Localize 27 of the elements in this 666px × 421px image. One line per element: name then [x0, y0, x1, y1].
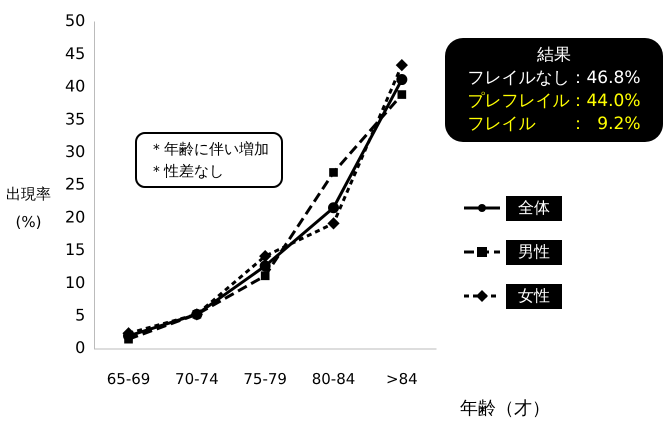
y-tick-label: 40 [65, 76, 86, 96]
y-tick-label: 5 [75, 305, 86, 324]
y-tick-label: 20 [65, 207, 86, 226]
text: フレイルなし：46.8% [466, 67, 642, 90]
x-tick-label: 70-74 [175, 370, 219, 388]
legend-label: 男性 [506, 240, 562, 264]
text: フレイル ： 9.2% [466, 113, 642, 136]
x-tick-label: >84 [386, 370, 418, 388]
y-tick-label: 15 [65, 240, 86, 260]
legend-label: 全体 [506, 196, 562, 220]
annotation: ＊性差なし [149, 161, 225, 182]
y-tick-label: 25 [65, 174, 86, 194]
x-tick-label: 80-84 [312, 370, 356, 388]
y-tick-label: 0 [75, 338, 86, 358]
x-tick-label: 75-79 [243, 370, 287, 388]
annotation: ＊年齢に伴い増加 [149, 139, 269, 160]
text: 結果 [536, 44, 572, 67]
x-axis-title: 年齢（才） [460, 397, 550, 420]
y-tick-label: 30 [65, 142, 86, 161]
legend-label: 女性 [506, 284, 562, 308]
y-tick-label: 50 [65, 11, 86, 30]
y-tick-label: 45 [65, 44, 86, 63]
y-axis-title: 出現率 (%) [6, 184, 51, 233]
x-tick-label: 65-69 [106, 370, 150, 388]
text: プレフレイル：44.0% [466, 90, 642, 113]
y-tick-label: 10 [65, 272, 86, 292]
y-tick-label: 35 [65, 109, 86, 128]
